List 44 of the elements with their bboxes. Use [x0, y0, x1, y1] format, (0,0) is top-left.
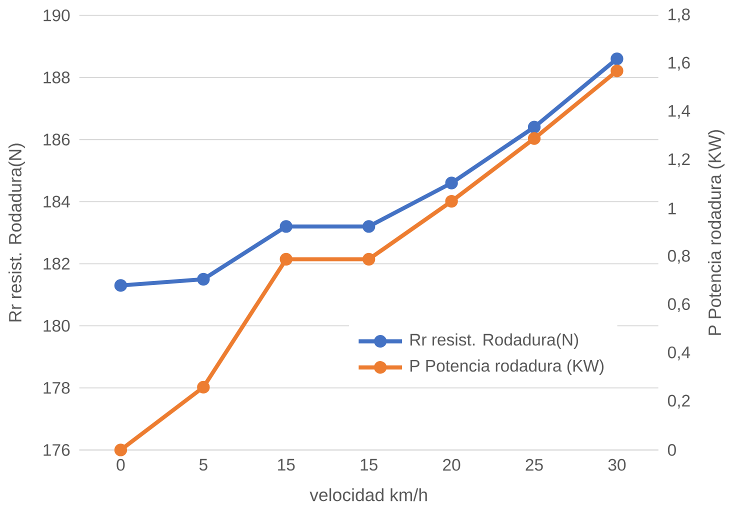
point [528, 120, 541, 134]
point [197, 273, 210, 286]
point [362, 220, 376, 233]
point [528, 132, 541, 145]
point [280, 253, 292, 266]
point [362, 253, 376, 266]
y-tick-label: 184 [44, 196, 70, 208]
point [280, 220, 292, 233]
y2-tick-label: 0 [668, 444, 676, 456]
point [197, 380, 210, 394]
point [610, 52, 624, 66]
point [610, 64, 624, 78]
x-tick-label: 20 [443, 459, 460, 471]
x-tick-label: 0 [116, 459, 125, 471]
x-tick-label: 5 [199, 459, 208, 471]
legend-label: Rr resist. Rodadura(N) [410, 333, 578, 350]
x-tick-label: 30 [608, 459, 626, 471]
y-tick-label: 190 [44, 10, 70, 22]
point [114, 279, 128, 292]
y-tick-label: 180 [44, 320, 70, 332]
y2-tick-label: 1,6 [668, 56, 690, 71]
y2-tick-label: 0,2 [668, 394, 690, 409]
x-tick-label: 25 [526, 459, 543, 471]
point [114, 444, 128, 456]
y2-tick-label: 1 [668, 202, 676, 214]
y-tick-label: 188 [44, 72, 70, 84]
y2-axis-title: P Potencia rodadura (KW) [708, 130, 725, 336]
y2-tick-label: 0,8 [668, 250, 690, 264]
y2-tick-label: 1,2 [668, 153, 690, 168]
y2-tick-label: 0,6 [668, 298, 690, 312]
y-tick-label: 182 [44, 258, 70, 270]
legend-label: P Potencia rodadura (KW) [410, 360, 604, 376]
y2-tick-label: 1,4 [668, 105, 690, 119]
x-axis-title: velocidad km/h [310, 488, 427, 502]
y2-tick-label: 0,4 [668, 346, 690, 360]
y2-tick-label: 1,8 [668, 8, 690, 22]
y-tick-label: 176 [44, 444, 70, 456]
point [445, 176, 458, 190]
y-tick-label: 178 [44, 382, 70, 394]
point [445, 195, 458, 208]
y-axis-title: Rr resist. Rodadura(N) [8, 144, 25, 322]
x-tick-label: 15 [360, 459, 378, 471]
y-tick-label: 186 [44, 134, 70, 146]
x-tick-label: 15 [278, 459, 295, 471]
